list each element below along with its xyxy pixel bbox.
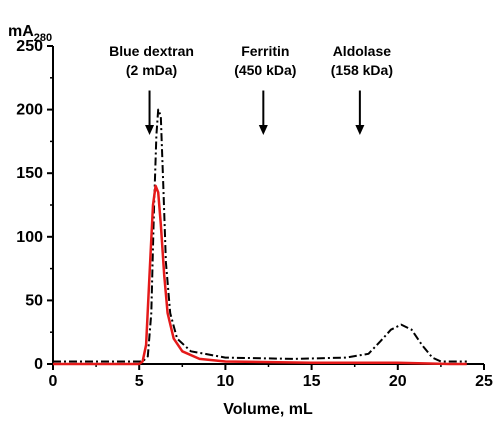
- series-line-2: [53, 184, 467, 366]
- marker-label-1: Blue dextran: [109, 43, 194, 59]
- x-tick-label: 25: [475, 373, 493, 390]
- x-tick-label: 20: [389, 373, 407, 390]
- x-tick-label: 5: [135, 373, 144, 390]
- y-tick-label: 100: [16, 229, 43, 246]
- y-tick-label: 250: [16, 38, 43, 55]
- y-axis-label-sub: 280: [34, 32, 52, 44]
- y-tick-label: 200: [16, 102, 43, 119]
- y-tick-label: 50: [25, 292, 43, 309]
- y-axis-label: mA280: [8, 23, 52, 44]
- x-axis-label: Volume, mL: [223, 401, 313, 418]
- marker-sublabel-2: (450 kDa): [234, 62, 296, 78]
- series-line-1: [53, 108, 467, 363]
- marker-sublabel-1: (2 mDa): [126, 62, 177, 78]
- y-tick-label: 0: [34, 356, 43, 373]
- marker-label-3: Aldolase: [333, 43, 392, 59]
- x-tick-label: 0: [49, 373, 58, 390]
- marker-arrowhead-1: [145, 125, 155, 136]
- marker-sublabel-3: (158 kDa): [331, 62, 393, 78]
- marker-arrowhead-3: [355, 125, 365, 136]
- x-tick-label: 10: [217, 373, 235, 390]
- y-tick-label: 150: [16, 165, 43, 182]
- x-tick-label: 15: [303, 373, 321, 390]
- marker-label-2: Ferritin: [241, 43, 289, 59]
- marker-arrowhead-2: [258, 125, 268, 136]
- y-axis-label-main: mA: [8, 23, 34, 40]
